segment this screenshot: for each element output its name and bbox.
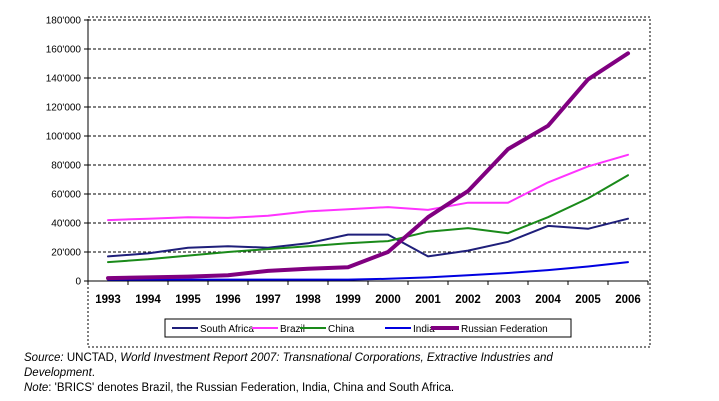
x-tick-label: 2005 <box>575 294 601 306</box>
y-tick-label: 40'000 <box>51 219 81 230</box>
x-tick-label: 1997 <box>255 294 281 306</box>
legend: South Africa Brazil China India Russian Fede… <box>164 318 572 338</box>
series-lines <box>106 51 630 281</box>
y-tick-label: 20'000 <box>51 248 81 259</box>
x-tick-label: 1996 <box>215 294 241 306</box>
series-line-south-africa <box>107 217 629 258</box>
x-tick-label: 2002 <box>455 294 481 306</box>
y-tick-label: 140'000 <box>46 74 82 85</box>
y-tick-label: 0 <box>75 277 81 288</box>
y-axis: 0 20'000 40'000 60'000 80'000 100'000 120'000 1… <box>46 16 89 288</box>
series-line-brazil <box>107 153 629 222</box>
y-tick-label: 80'000 <box>51 161 81 172</box>
x-tick-label: 1999 <box>335 294 361 306</box>
source-title: World Investment Report 2007: Transnatio… <box>120 352 553 364</box>
x-tick-label: 2006 <box>615 294 641 306</box>
y-tick-label: 120'000 <box>46 103 82 114</box>
x-tick-label: 1994 <box>135 294 161 306</box>
series-line-india <box>107 261 629 281</box>
x-tick-label: 1993 <box>95 294 121 306</box>
x-tick-label: 1998 <box>295 294 321 306</box>
legend-label: India <box>413 324 435 335</box>
y-tick-label: 160'000 <box>46 45 82 56</box>
source-org: UNCTAD, <box>63 352 121 364</box>
x-tick-label: 2001 <box>415 294 441 306</box>
grid-lines <box>88 19 648 253</box>
legend-label: Brazil <box>280 324 305 335</box>
series-line-russian-federation <box>106 51 630 281</box>
y-tick-label: 100'000 <box>46 132 82 143</box>
chart-border <box>87 16 651 348</box>
source-label: Source: <box>24 352 64 364</box>
note-text: : 'BRICS' denotes Brazil, the Russian Fe… <box>48 382 455 394</box>
source-note: Source: UNCTAD, World Investment Report … <box>24 351 553 365</box>
y-tick-label: 60'000 <box>51 190 81 201</box>
note: Note: 'BRICS' denotes Brazil, the Russia… <box>24 381 454 395</box>
x-tick-label: 1995 <box>175 294 201 306</box>
y-tick-label: 180'000 <box>46 16 82 27</box>
legend-label: China <box>328 324 355 335</box>
source-end: . <box>91 367 95 379</box>
legend-label: Russian Federation <box>461 324 548 335</box>
x-tick-label: 2000 <box>375 294 401 306</box>
x-tick-label: 2004 <box>535 294 561 306</box>
note-label: Note <box>24 382 49 394</box>
x-axis: 1993 1994 1995 1996 1997 1998 1999 2000 2001 2002… <box>87 280 649 306</box>
legend-label: South Africa <box>200 324 254 335</box>
series-line-china <box>107 174 629 264</box>
legend-box <box>164 318 572 338</box>
source-note-cont: Development. <box>24 366 95 380</box>
source-title-cont: Development <box>24 367 92 379</box>
x-tick-label: 2003 <box>495 294 521 306</box>
